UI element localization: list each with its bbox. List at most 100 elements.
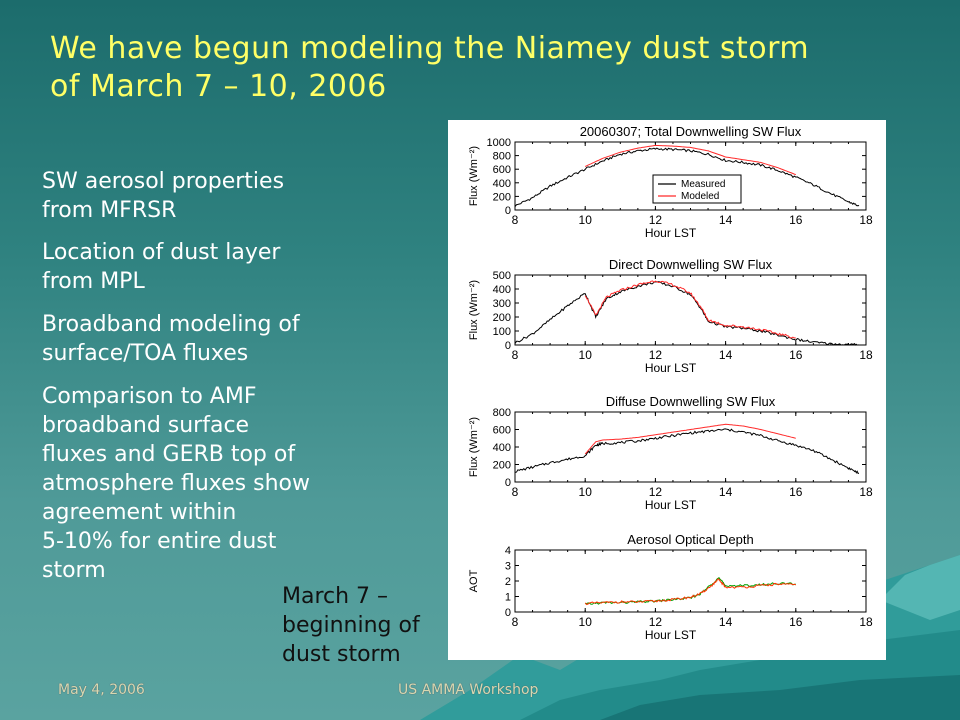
y-tick-label: 500 [493,270,511,282]
series-line-measured [514,147,860,207]
y-tick-label: 100 [493,326,511,338]
series-line-modeled [584,280,796,339]
x-tick-label: 16 [789,213,803,227]
y-tick-label: 200 [493,312,511,324]
y-tick-label: 800 [493,407,511,419]
y-axis-label: AOT [468,569,480,592]
bullet-line: fluxes and GERB top of [42,442,296,467]
y-tick-label: 300 [493,298,511,310]
caption-line: dust storm [282,642,401,667]
x-tick-label: 14 [719,485,733,499]
x-tick-label: 10 [579,485,593,499]
x-axis-label: Hour LST [645,226,697,240]
y-tick-label: 400 [493,178,511,190]
bullet-line: broadband surface [42,413,250,438]
y-tick-label: 1000 [487,137,511,149]
x-tick-label: 12 [649,348,663,362]
bullet-line: from MFRSR [42,198,177,223]
x-tick-label: 12 [649,485,663,499]
series-line-aot-1 [584,578,796,606]
x-tick-label: 18 [859,213,873,227]
y-tick-label: 0 [505,340,511,352]
y-tick-label: 800 [493,151,511,163]
x-tick-label: 10 [579,213,593,227]
plot-frame [514,411,867,483]
series-line-modeled [584,423,796,455]
x-tick-label: 8 [512,485,519,499]
y-tick-label: 0 [505,205,511,217]
series-line-modeled [584,144,796,176]
footer-date: May 4, 2006 [58,682,145,698]
x-tick-label: 16 [789,485,803,499]
figure-caption: March 7 – beginning of dust storm [282,582,420,669]
series-line-measured [514,428,860,474]
chart-title: Aerosol Optical Depth [627,532,753,547]
bullet-line: Location of dust layer [42,240,281,265]
y-tick-label: 0 [505,607,511,619]
x-tick-label: 18 [859,348,873,362]
bullet-line: 5-10% for entire dust [42,529,277,554]
plot-frame [514,549,867,613]
legend-label: Modeled [681,191,719,202]
x-tick-label: 16 [789,348,803,362]
bullet-line: surface/TOA fluxes [42,341,249,366]
y-tick-label: 600 [493,425,511,437]
y-tick-label: 3 [505,561,511,573]
bullet-comparison: Comparison to AMF broadband surface flux… [42,382,310,585]
plot-frame [514,274,867,346]
x-tick-label: 8 [512,615,519,629]
chart-title: Direct Downwelling SW Flux [609,257,773,272]
caption-line: March 7 – [282,584,389,609]
caption-line: beginning of [282,613,420,638]
x-tick-label: 8 [512,348,519,362]
title-line-1: We have begun modeling the Niamey dust s… [50,31,810,66]
x-tick-label: 18 [859,485,873,499]
legend-box [652,174,742,204]
chart-title: Diffuse Downwelling SW Flux [606,394,776,409]
x-tick-label: 18 [859,615,873,629]
legend-label: Measured [681,179,725,190]
footer-event: US AMMA Workshop [398,682,539,698]
bullet-line: storm [42,558,106,583]
y-tick-label: 400 [493,284,511,296]
series-line-aot-0 [585,577,796,605]
x-axis-label: Hour LST [645,361,697,375]
bullet-line: Comparison to AMF [42,384,257,409]
y-tick-label: 0 [505,477,511,489]
x-tick-label: 14 [719,213,733,227]
y-axis-label: Flux (Wm⁻²) [468,417,480,477]
x-tick-label: 8 [512,213,519,227]
flux-figure-panel: 20060307; Total Downwelling SW Flux 8 10 12… [448,120,886,660]
bullet-line: atmosphere fluxes show [42,471,310,496]
bullet-modeling: Broadband modeling of surface/TOA fluxes [42,310,300,368]
x-tick-label: 10 [579,615,593,629]
bullet-mfrsr: SW aerosol properties from MFRSR [42,167,284,225]
x-tick-label: 10 [579,348,593,362]
x-axis-label: Hour LST [645,628,697,642]
y-tick-label: 200 [493,191,511,203]
bullet-line: from MPL [42,269,145,294]
y-tick-label: 400 [493,442,511,454]
y-tick-label: 2 [505,576,511,588]
x-axis-label: Hour LST [645,498,697,512]
bullet-line: Broadband modeling of [42,312,300,337]
y-tick-label: 600 [493,164,511,176]
y-axis-label: Flux (Wm⁻²) [468,280,480,340]
x-tick-label: 14 [719,348,733,362]
x-tick-label: 14 [719,615,733,629]
bullet-line: SW aerosol properties [42,169,285,194]
series-line-measured [514,281,860,346]
title-line-2: of March 7 – 10, 2006 [50,69,387,104]
chart-title: 20060307; Total Downwelling SW Flux [580,124,802,139]
x-tick-label: 16 [789,615,803,629]
y-axis-label: Flux (Wm⁻²) [468,146,480,206]
bullet-mpl: Location of dust layer from MPL [42,238,280,296]
y-tick-label: 1 [505,592,511,604]
slide-title: We have begun modeling the Niamey dust s… [50,30,910,106]
bullet-line: agreement within [42,500,237,525]
y-tick-label: 200 [493,460,511,472]
y-tick-label: 4 [505,545,511,557]
x-tick-label: 12 [649,213,663,227]
x-tick-label: 12 [649,615,663,629]
